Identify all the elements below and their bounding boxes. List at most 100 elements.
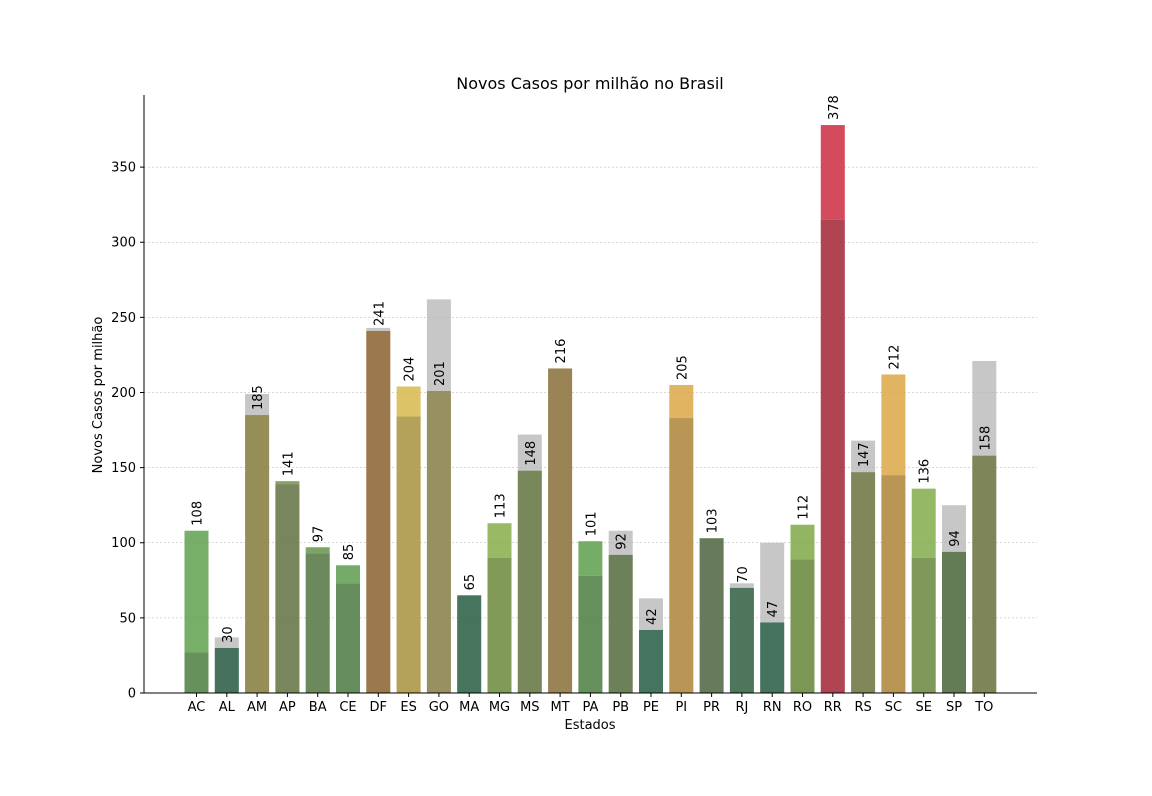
bar-upper-SC xyxy=(881,374,906,476)
value-label-RO: 112 xyxy=(797,495,812,520)
bar-upper-AC xyxy=(184,530,209,653)
bar-CE xyxy=(336,583,360,693)
bar-SC xyxy=(881,475,906,693)
bar-overlap-RR xyxy=(820,219,845,693)
bar-overlap-PR xyxy=(699,538,724,693)
x-tick-label-MG: MG xyxy=(489,700,510,715)
bar-ES xyxy=(396,416,421,693)
x-tick-label-AL: AL xyxy=(219,700,236,715)
x-tick-label-PB: PB xyxy=(612,700,629,715)
bar-overlap-PA xyxy=(578,575,603,693)
x-tick-label-RR: RR xyxy=(824,700,842,715)
value-label-RJ: 70 xyxy=(736,566,751,583)
y-tick-label: 300 xyxy=(111,236,136,251)
bar-AM xyxy=(245,415,270,693)
bar-upper-ES xyxy=(396,386,421,417)
bar-overlap-DF xyxy=(366,330,391,693)
x-tick-label-AP: AP xyxy=(279,700,296,715)
y-tick-label: 100 xyxy=(111,536,136,551)
bar-GO xyxy=(426,390,451,693)
bar-upper-TO xyxy=(972,360,997,456)
bar-upper-RN xyxy=(760,542,785,623)
bar-upper-AM xyxy=(245,394,270,416)
bar-upper-PI xyxy=(669,384,694,419)
x-tick-label-AM: AM xyxy=(247,700,267,715)
bar-overlap-TO xyxy=(972,455,997,693)
bar-upper-CE xyxy=(336,565,360,584)
bar-upper-DF xyxy=(366,327,391,331)
x-tick-label-MT: MT xyxy=(551,700,570,715)
y-tick-label: 350 xyxy=(111,161,136,176)
bar-DF xyxy=(366,330,391,693)
x-tick-label-TO: TO xyxy=(974,700,993,715)
value-label-MT: 216 xyxy=(554,339,569,364)
bar-AL xyxy=(214,647,239,693)
x-tick-label-PI: PI xyxy=(675,700,687,715)
bar-overlap-AP xyxy=(275,484,300,693)
value-label-AL: 30 xyxy=(221,626,236,643)
bar-BA xyxy=(305,553,330,693)
x-axis-label: Estados xyxy=(564,718,615,733)
value-label-CE: 85 xyxy=(342,544,357,561)
bar-upper-PB xyxy=(608,530,633,555)
bar-PE xyxy=(639,629,663,693)
x-tick-label-CE: CE xyxy=(339,700,356,715)
bar-PA xyxy=(578,575,603,693)
bar-upper-PE xyxy=(639,598,663,630)
bar-overlap-MA xyxy=(457,595,482,693)
x-tick-label-SC: SC xyxy=(885,700,902,715)
bar-PR xyxy=(699,538,724,693)
value-label-DF: 241 xyxy=(372,301,387,326)
bar-overlap-CE xyxy=(336,583,360,693)
y-tick-label: 250 xyxy=(111,311,136,326)
x-tick-label-ES: ES xyxy=(400,700,416,715)
x-tick-label-SP: SP xyxy=(946,700,962,715)
bar-AP xyxy=(275,484,300,693)
y-tick-label: 150 xyxy=(111,461,136,476)
bar-SP xyxy=(942,551,966,693)
bar-MG xyxy=(487,557,512,693)
value-label-SC: 212 xyxy=(887,345,902,370)
bar-upper-RO xyxy=(790,524,815,560)
bar-overlap-MS xyxy=(517,470,542,693)
bar-overlap-RS xyxy=(851,472,876,693)
x-tick-label-MA: MA xyxy=(459,700,479,715)
value-label-AM: 185 xyxy=(251,385,266,410)
bar-upper-AL xyxy=(214,637,239,648)
bar-RN xyxy=(760,622,785,693)
bar-upper-RR xyxy=(820,125,845,220)
axes-layer: AC AL AM AP BA CE DF ES GO MA MG MS MT PA PB PE PI PR RJ RN… xyxy=(111,95,1037,715)
value-label-MA: 65 xyxy=(463,574,478,591)
y-axis-label: Novos Casos por milhão xyxy=(91,317,106,474)
value-label-AC: 108 xyxy=(191,501,206,526)
value-label-RN: 47 xyxy=(766,601,781,618)
bar-upper-RS xyxy=(851,440,876,473)
x-tick-label-DF: DF xyxy=(370,700,388,715)
bar-overlap-SP xyxy=(942,551,966,693)
bar-overlap-PB xyxy=(608,554,633,693)
bar-overlap-ES xyxy=(396,416,421,693)
y-tick-label: 200 xyxy=(111,386,136,401)
value-label-RR: 378 xyxy=(827,95,842,120)
bar-RR xyxy=(820,219,845,693)
bar-overlap-PE xyxy=(639,629,663,693)
bar-upper-MG xyxy=(487,523,512,558)
bar-MS xyxy=(517,470,542,693)
bar-upper-MS xyxy=(517,434,542,471)
bar-overlap-AL xyxy=(214,647,239,693)
x-tick-label-PE: PE xyxy=(643,700,659,715)
bar-MT xyxy=(548,368,573,693)
x-tick-label-MS: MS xyxy=(520,700,539,715)
bar-overlap-AM xyxy=(245,415,270,693)
bar-TO xyxy=(972,455,997,693)
bar-upper-BA xyxy=(305,547,330,554)
value-label-PE: 42 xyxy=(645,608,660,625)
bars-layer xyxy=(184,125,997,693)
value-label-GO: 201 xyxy=(433,361,448,386)
value-label-PR: 103 xyxy=(706,508,721,533)
value-label-AP: 141 xyxy=(281,451,296,476)
bar-MA xyxy=(457,595,482,693)
bar-upper-RJ xyxy=(729,583,754,588)
value-label-PI: 205 xyxy=(675,355,690,380)
